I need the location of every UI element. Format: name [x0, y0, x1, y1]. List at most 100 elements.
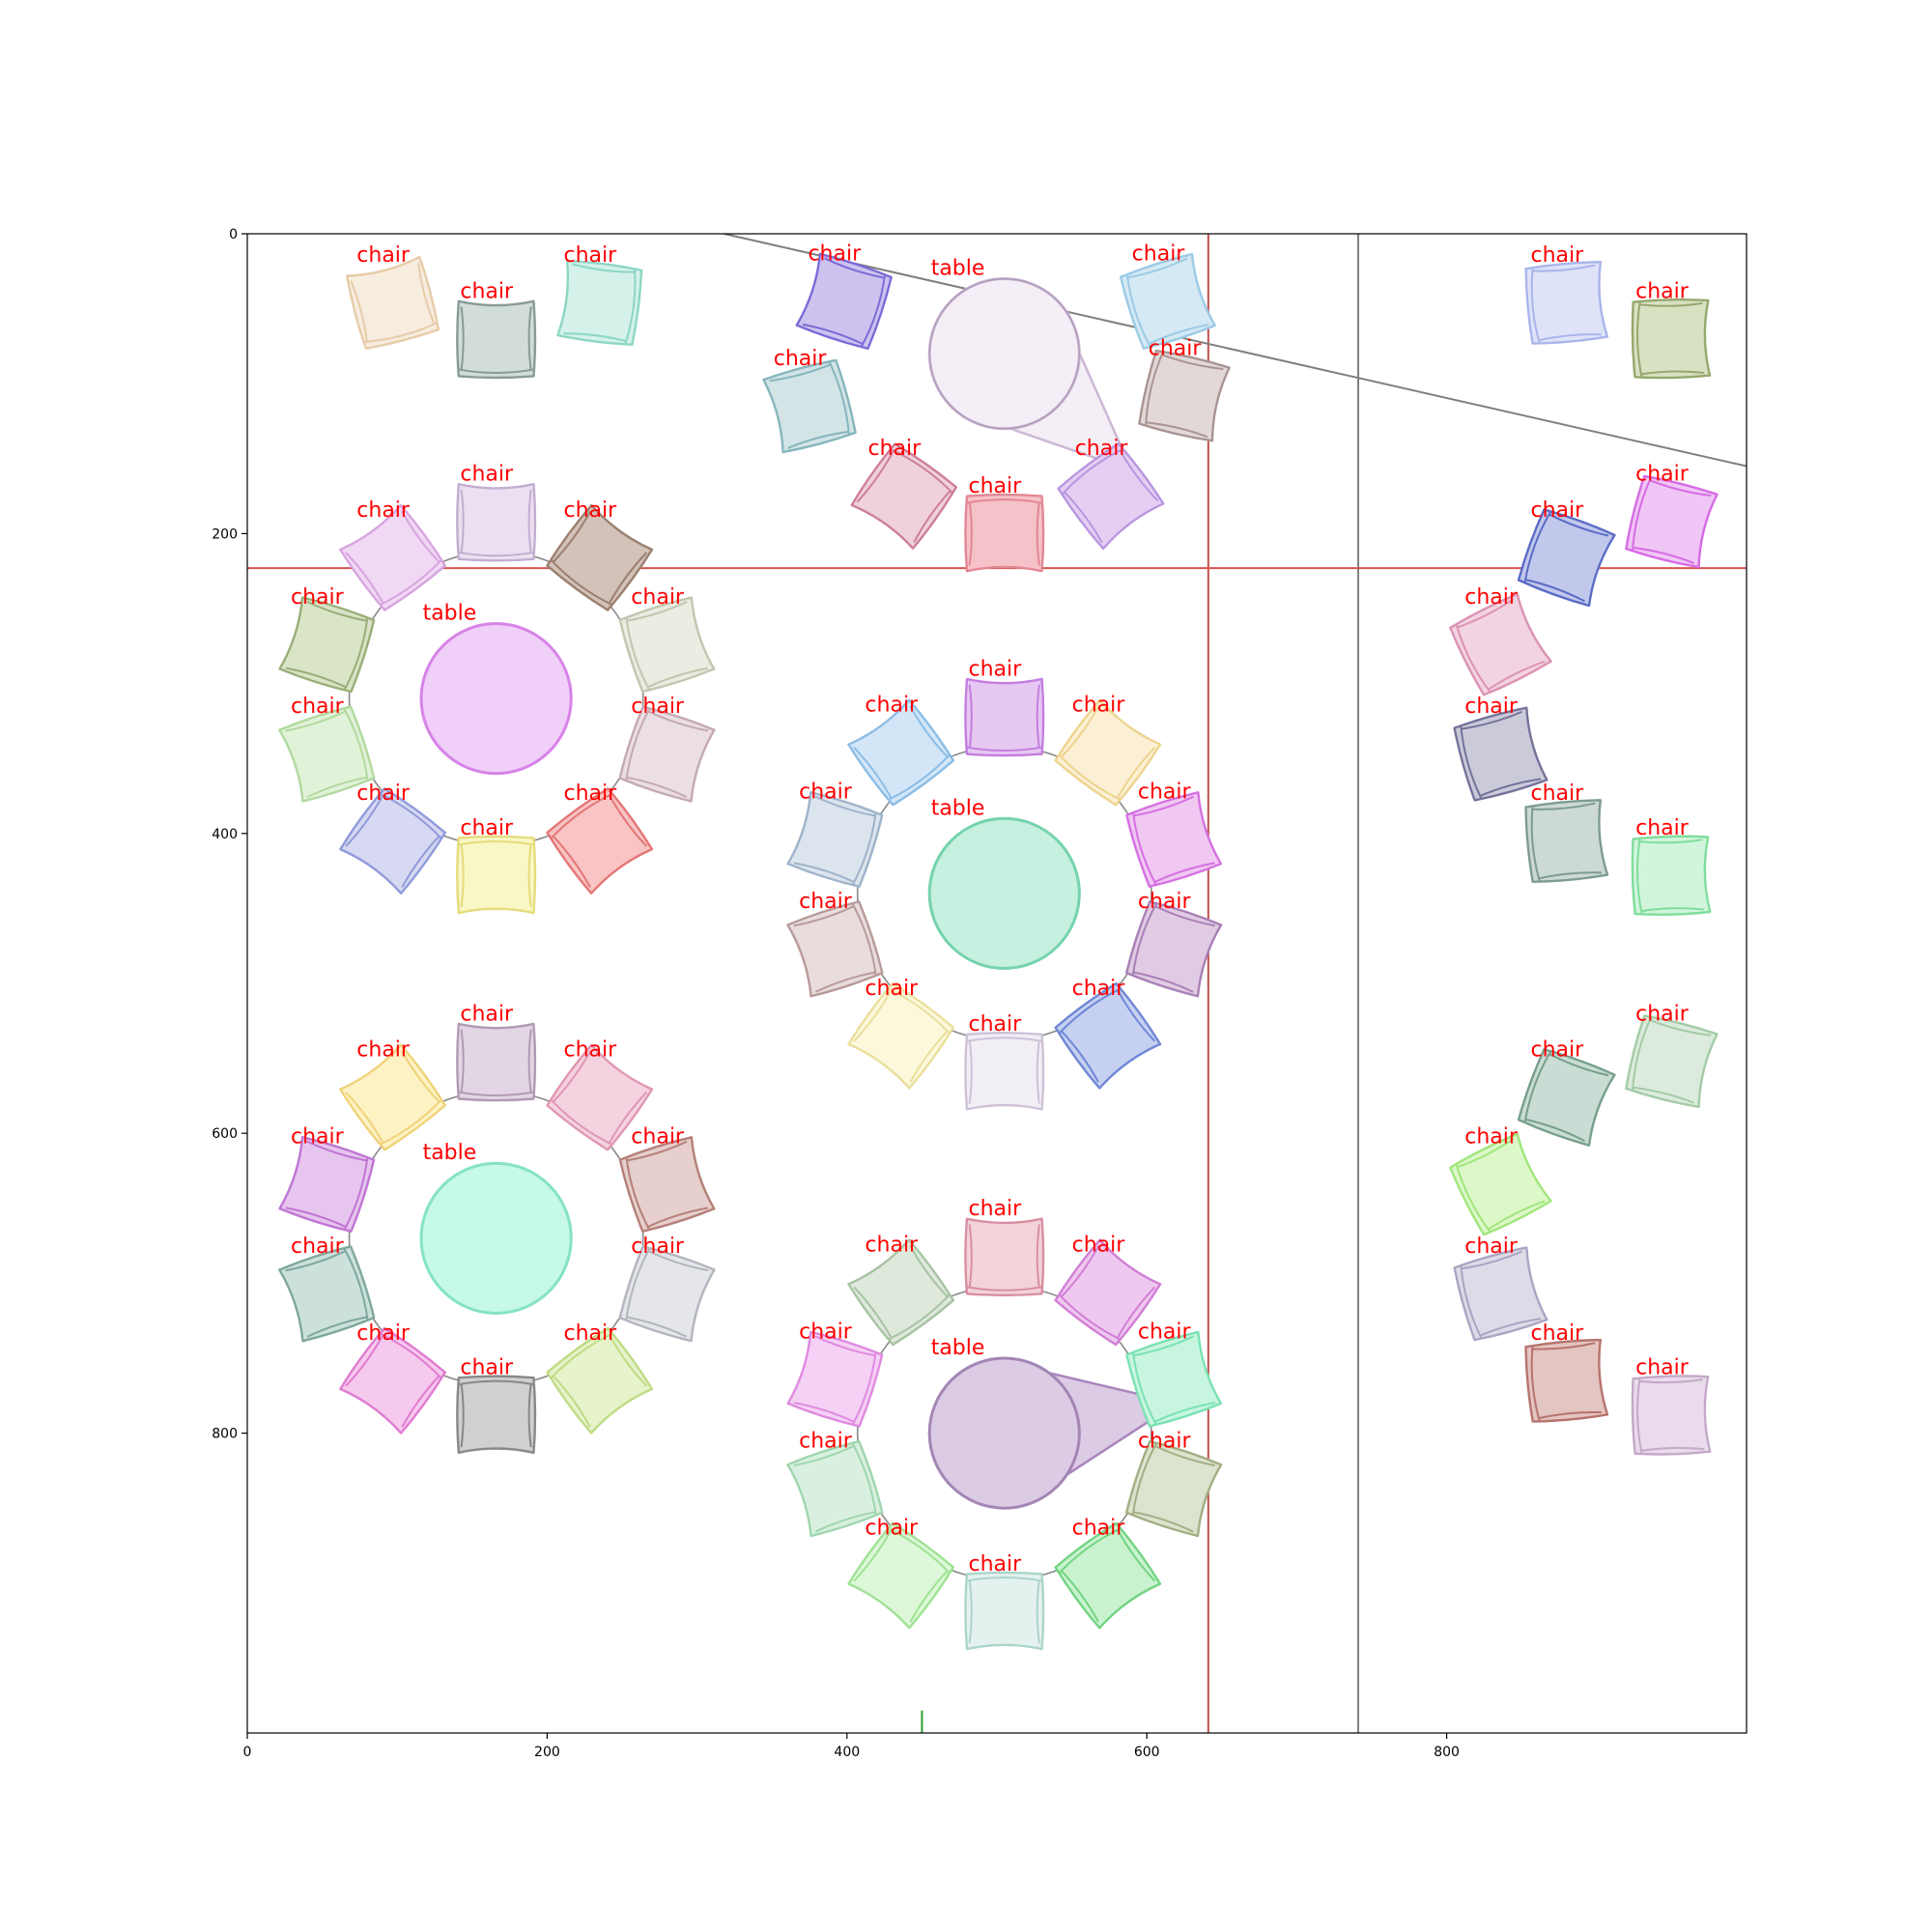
chair — [456, 835, 537, 915]
chair-label: chair — [865, 694, 919, 718]
chair-back — [550, 1332, 648, 1428]
chair — [850, 442, 958, 550]
chair-back — [1455, 1138, 1546, 1233]
chair — [339, 787, 446, 895]
chair-label: chair — [1531, 1321, 1585, 1346]
chair-seat — [618, 1245, 716, 1343]
chair — [786, 1330, 884, 1428]
chair — [1125, 791, 1223, 888]
chair-label: chair — [1464, 585, 1519, 610]
chair-label: chair — [460, 1002, 514, 1026]
chair-label: chair — [356, 498, 411, 523]
y-tick-label: 0 — [229, 227, 238, 242]
chair-label: chair — [1138, 1320, 1192, 1344]
chair-label: chair — [969, 1197, 1023, 1221]
chair-label: chair — [1531, 1038, 1585, 1063]
chair — [1119, 252, 1216, 350]
chair-label: chair — [1635, 463, 1690, 487]
chair-label: chair — [631, 695, 685, 719]
chair-seat — [456, 1375, 537, 1454]
chair-back — [285, 600, 369, 691]
chair-back — [793, 795, 877, 886]
chair — [1125, 1330, 1223, 1428]
table-top — [419, 622, 573, 776]
chair-back — [1059, 1245, 1156, 1341]
chair-label: chair — [1635, 279, 1690, 303]
chair-back — [1530, 1342, 1602, 1422]
chair — [964, 1217, 1045, 1296]
chair-back — [966, 1037, 1042, 1104]
chair-label: chair — [563, 781, 617, 806]
chair-label: chair — [1531, 498, 1585, 523]
chair-seat — [546, 1043, 654, 1151]
x-tick-label: 0 — [243, 1745, 252, 1760]
chair-label: chair — [1138, 1430, 1192, 1454]
chair-label: chair — [1464, 695, 1519, 719]
chair-seat — [1125, 1330, 1223, 1428]
chair — [786, 1439, 884, 1538]
chair-label: chair — [631, 585, 685, 610]
chair-label: chair — [868, 437, 923, 461]
chair-seat — [1054, 1238, 1162, 1347]
chair-seat — [278, 705, 376, 803]
chair-label: chair — [1132, 242, 1186, 266]
chair-back — [1062, 447, 1159, 544]
table-label: table — [931, 1336, 985, 1360]
chair — [762, 358, 857, 454]
chair — [618, 1245, 716, 1343]
chair-back — [966, 498, 1042, 566]
chair-back — [1632, 1016, 1712, 1104]
chair-seat — [786, 900, 884, 998]
chair-seat — [1625, 474, 1719, 569]
chair-label: chair — [356, 1321, 411, 1346]
chair-label: chair — [1138, 781, 1192, 805]
chair — [1054, 1238, 1162, 1347]
chair — [1449, 1132, 1552, 1236]
chair-label: chair — [969, 657, 1023, 681]
chair-label: chair — [1531, 781, 1585, 806]
table-top — [927, 277, 1081, 431]
chair-label: chair — [460, 463, 514, 487]
chair-back — [793, 903, 877, 993]
chair-back — [1460, 1250, 1542, 1339]
chair-back — [853, 1245, 951, 1341]
chair — [456, 299, 537, 380]
chair-seat — [1054, 981, 1162, 1090]
chair-label: chair — [291, 695, 345, 719]
y-tick-label: 600 — [212, 1126, 238, 1142]
table-outline — [928, 1357, 1080, 1509]
chair-seat — [964, 1032, 1045, 1111]
chair-seat — [1119, 252, 1216, 350]
chair-seat — [762, 358, 857, 454]
table-label: table — [423, 602, 477, 626]
chair-seat — [278, 1136, 376, 1233]
chair-back — [458, 1379, 534, 1448]
chair — [546, 503, 654, 611]
chair-label: chair — [291, 1235, 345, 1259]
chair-label: chair — [563, 1038, 617, 1063]
chair-back — [1455, 598, 1546, 693]
chair-seat — [556, 259, 643, 346]
chair-back — [1636, 1378, 1705, 1454]
table-top — [419, 1161, 573, 1315]
chair — [1124, 900, 1223, 998]
chair-back — [1530, 264, 1602, 344]
chair-label: chair — [969, 474, 1023, 498]
chair-seat — [278, 1245, 376, 1343]
chair-back — [1059, 705, 1156, 801]
chair-seat — [456, 482, 537, 562]
chair-label: chair — [631, 1235, 685, 1259]
chair-back — [1523, 1051, 1609, 1143]
chair — [339, 1043, 446, 1151]
chair — [1524, 799, 1609, 883]
x-tick-label: 400 — [834, 1745, 860, 1760]
chair — [618, 705, 716, 803]
chair — [345, 255, 440, 350]
chair — [456, 1375, 537, 1454]
chair-back — [1636, 301, 1705, 378]
chair-label: chair — [563, 498, 617, 523]
chair-back — [1530, 802, 1602, 882]
chair — [339, 1326, 446, 1435]
chair-seat — [847, 1521, 955, 1630]
chair — [1517, 1048, 1616, 1147]
